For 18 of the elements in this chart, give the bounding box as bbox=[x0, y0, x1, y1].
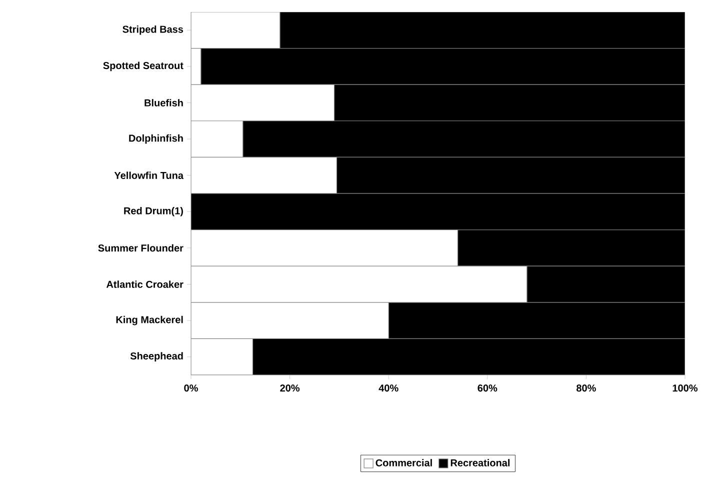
x-tick-label: 40% bbox=[378, 384, 398, 392]
legend-label: Commercial bbox=[376, 459, 432, 466]
y-tick-label: Dolphinfish bbox=[129, 134, 183, 144]
x-tick-label: 0% bbox=[184, 384, 198, 392]
y-tick-label: Red Drum(1) bbox=[124, 206, 183, 216]
x-tick-label: 20% bbox=[280, 384, 300, 392]
y-tick-label: Atlantic Croaker bbox=[106, 280, 184, 288]
y-tick-label: Yellowfin Tuna bbox=[114, 172, 184, 180]
y-tick-label: Summer Flounder bbox=[98, 244, 184, 252]
x-tick-label: 80% bbox=[576, 384, 596, 392]
legend-label: Recreational bbox=[450, 459, 510, 466]
y-tick-label: King Mackerel bbox=[116, 316, 183, 326]
x-tick-label: 60% bbox=[478, 384, 498, 392]
y-tick-label: Striped Bass bbox=[122, 25, 184, 35]
x-tick-label: 100% bbox=[672, 384, 698, 392]
y-tick-label: Sheephead bbox=[130, 352, 183, 362]
y-tick-label: Spotted Seatrout bbox=[103, 62, 184, 72]
y-tick-label: Bluefish bbox=[144, 99, 183, 106]
